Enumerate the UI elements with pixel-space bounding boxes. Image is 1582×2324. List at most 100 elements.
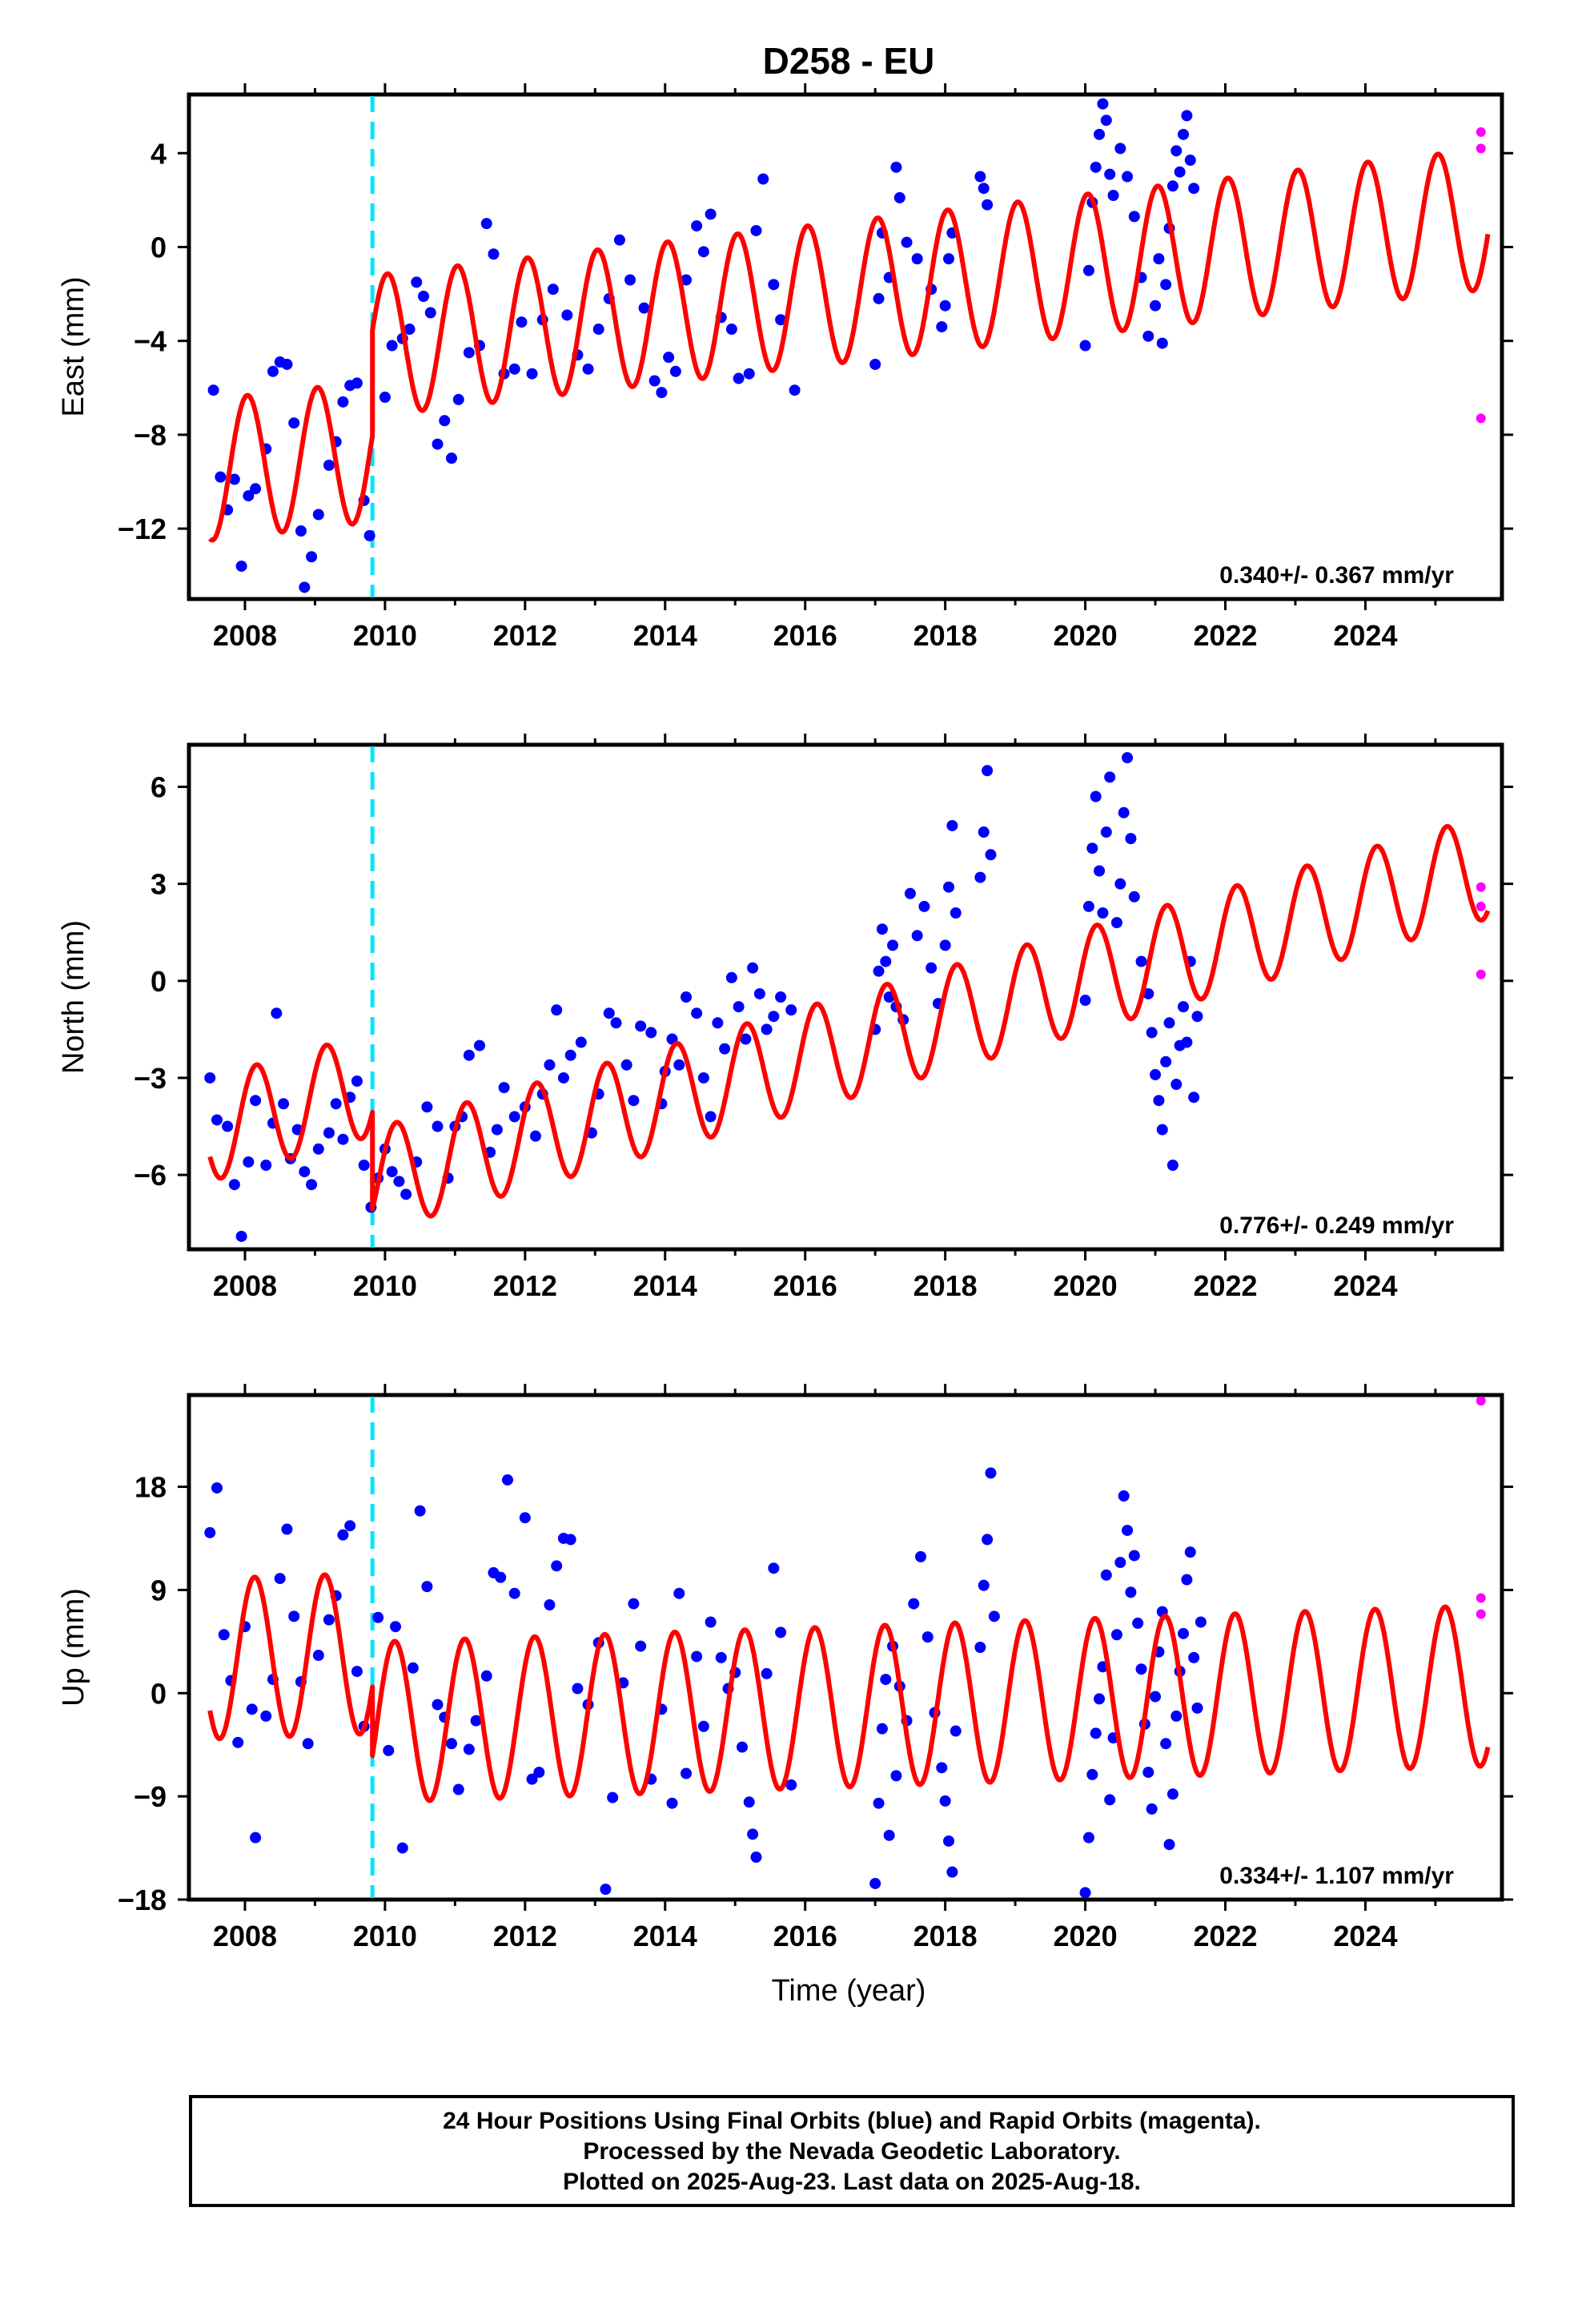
final-orbit-point [396,1842,408,1854]
final-orbit-point [372,1611,384,1623]
final-orbit-point [463,347,475,359]
final-orbit-point [295,525,307,537]
final-orbit-point [418,291,430,302]
final-orbit-point [869,1877,881,1889]
final-orbit-point [1110,917,1122,929]
final-orbit-point [982,199,994,211]
final-orbit-point [1110,1629,1122,1641]
final-orbit-point [211,1114,223,1126]
final-orbit-point [1082,900,1094,912]
final-orbit-point [1094,1693,1106,1705]
final-orbit-point [1142,987,1154,999]
final-orbit-point [1191,1011,1203,1023]
final-orbit-point [1100,826,1112,838]
final-orbit-point [908,1598,920,1610]
final-orbit-point [761,1667,773,1679]
final-orbit-point [1142,1767,1154,1779]
final-orbit-point [1181,110,1193,122]
plot-area-up [204,1397,1491,1898]
final-orbit-point [1086,842,1098,854]
final-orbit-point [508,1587,520,1599]
final-orbit-point [204,1526,216,1538]
final-orbit-point [1160,279,1172,291]
final-orbit-point [691,220,703,232]
y-tick-label: −6 [134,1159,167,1192]
final-orbit-point [1118,1490,1130,1502]
footer-note-box: 24 Hour Positions Using Final Orbits (bl… [189,2095,1515,2207]
final-orbit-point [544,1599,556,1611]
final-orbit-point [939,939,951,951]
final-orbit-point [246,1703,258,1715]
final-orbit-point [1100,115,1112,127]
final-orbit-point [232,1736,244,1748]
final-orbit-point [697,1072,709,1084]
y-tick-label: 9 [151,1574,167,1606]
final-orbit-point [1150,1068,1162,1080]
final-orbit-point [978,183,990,195]
final-orbit-point [564,1534,576,1546]
final-orbit-point [235,560,247,572]
final-orbit-point [407,1662,419,1674]
final-orbit-point [761,1023,773,1035]
final-orbit-point [488,248,500,260]
final-orbit-point [299,1166,311,1178]
final-orbit-point [1174,166,1186,178]
final-orbit-point [421,1581,433,1593]
final-orbit-point [869,358,881,370]
velocity-rate-up: 0.334+/- 1.107 mm/yr [1219,1863,1454,1889]
rapid-orbit-point [1476,882,1486,892]
final-orbit-point [1079,1887,1091,1898]
final-orbit-point [250,483,262,495]
final-orbit-point [911,930,923,942]
final-orbit-point [470,1715,482,1727]
rapid-orbit-point [1476,127,1486,137]
final-orbit-point [887,939,899,951]
final-orbit-point [508,363,520,375]
final-orbit-point [921,1631,934,1643]
final-orbit-point [480,1670,492,1682]
final-orbit-point [1146,1027,1158,1039]
final-orbit-point [736,1741,748,1753]
final-orbit-point [950,1725,962,1737]
final-orbit-point [1188,1651,1200,1663]
final-orbit-point [681,1767,693,1779]
final-orbit-point [901,236,913,248]
final-orbit-point [432,438,444,450]
final-orbit-point [1178,128,1190,140]
final-orbit-point [681,274,693,286]
rapid-orbit-point [1476,1609,1486,1619]
final-orbit-point [432,1120,444,1132]
final-orbit-point [288,1610,300,1622]
final-orbit-point [1170,145,1182,157]
final-orbit-point [351,1666,363,1678]
final-orbit-point [1150,1691,1162,1703]
final-orbit-point [544,1059,556,1071]
final-orbit-point [1142,330,1154,342]
final-orbit-point [592,324,604,336]
final-orbit-point [753,987,765,999]
final-orbit-point [400,1188,412,1200]
final-orbit-point [411,276,423,288]
final-orbit-point [1170,1710,1182,1722]
y-tick-label: −3 [134,1062,167,1095]
final-orbit-point [501,1474,513,1486]
rapid-orbit-point [1476,969,1486,979]
rapid-orbit-point [1476,413,1486,424]
panel-east: 2008 2010 2012 2014 2016 2018 2020 2022 2024 −12 −… [57,83,1513,652]
final-orbit-point [978,1579,990,1591]
final-orbit-point [207,384,219,396]
footer-line-2: Processed by the Nevada Geodetic Laborat… [583,2138,1121,2165]
model-fit-curve [207,1572,1491,1803]
final-orbit-point [414,1505,426,1517]
final-orbit-point [733,372,745,384]
x-tick-label: 2008 [213,619,277,652]
final-orbit-point [1097,98,1109,110]
final-orbit-point [982,765,994,777]
x-tick-label: 2022 [1193,1269,1257,1302]
final-orbit-point [1094,128,1106,140]
final-orbit-point [323,459,335,471]
final-orbit-point [1100,1569,1112,1581]
final-orbit-point [918,900,930,912]
final-orbit-point [1094,865,1106,877]
final-orbit-point [1160,1055,1172,1068]
